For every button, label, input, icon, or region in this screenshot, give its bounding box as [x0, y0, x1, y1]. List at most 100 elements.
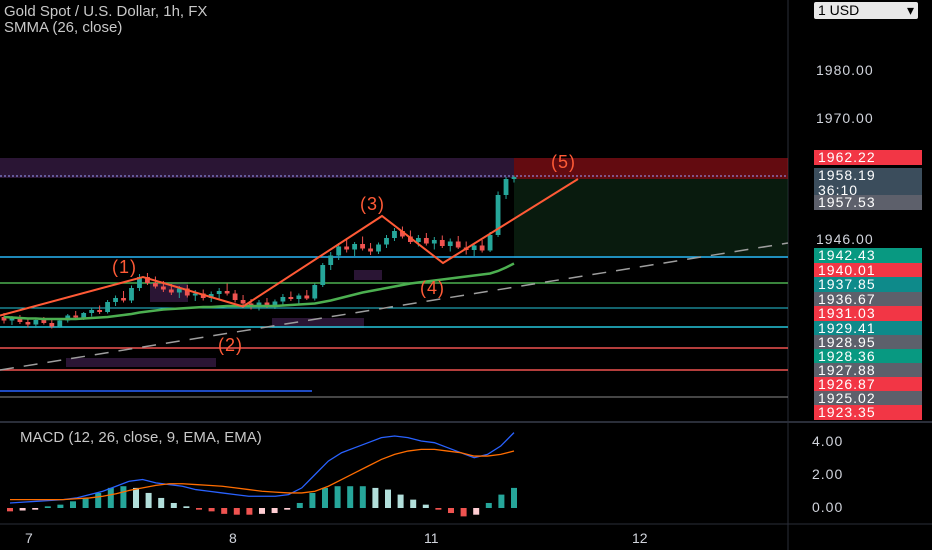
time-tick: 7 [25, 530, 33, 546]
candle-body [192, 293, 198, 296]
macd-histogram-bar [196, 508, 202, 510]
macd-histogram-bar [359, 486, 366, 508]
candle-body [81, 313, 87, 318]
price-tag: 1937.85 [814, 277, 922, 292]
macd-histogram-bar [259, 508, 265, 514]
order-block [354, 270, 382, 280]
stop-zone [514, 158, 788, 179]
candle-body [33, 320, 39, 325]
candle-body [360, 244, 365, 249]
candle-body [296, 295, 302, 299]
wave-label-4: (4) [420, 278, 445, 298]
macd-histogram-bar [284, 508, 291, 510]
price-tag: 1936.67 [814, 292, 922, 307]
macd-histogram-bar [296, 502, 303, 508]
macd-histogram-bar [170, 502, 177, 508]
macd-histogram-bar [82, 497, 89, 508]
chevron-down-icon: ▾ [906, 2, 914, 18]
macd-histogram-bar [460, 508, 467, 517]
candle-body [105, 302, 110, 312]
candle-body [344, 246, 350, 250]
candle-body [256, 302, 262, 307]
macd-histogram-bar [511, 487, 517, 508]
macd-line [9, 432, 515, 504]
macd-histogram-bar [221, 508, 228, 514]
candle-body [495, 195, 501, 235]
candle-body [9, 318, 15, 321]
currency-label: 1 USD [818, 2, 860, 18]
price-tag: 1926.87 [814, 377, 922, 392]
candle-body [184, 288, 190, 296]
macd-histogram-bar [422, 504, 429, 508]
candle-body [208, 294, 214, 298]
candle-body [304, 295, 310, 299]
candle-body [153, 283, 158, 287]
candle-body [447, 241, 453, 246]
order-block [66, 358, 216, 367]
candle-body [320, 265, 326, 285]
price-tick: 1970.00 [816, 110, 874, 126]
candle-body [479, 245, 485, 251]
candle-body [57, 320, 63, 327]
candle-body [216, 291, 222, 294]
candle-body [487, 235, 493, 251]
candle-body [41, 320, 47, 323]
candle-body [168, 289, 174, 293]
time-tick: 8 [229, 530, 237, 546]
time-tick: 11 [424, 530, 439, 546]
wave-label-3: (3) [360, 194, 385, 214]
macd-histogram-bar [44, 506, 51, 508]
candle-body [455, 241, 461, 248]
macd-histogram-bar [183, 506, 190, 508]
wave-label-5: (5) [551, 152, 576, 172]
candle-body [336, 246, 342, 256]
symbol-title[interactable]: Gold Spot / U.S. Dollar, 1h, FX [4, 3, 208, 20]
macd-histogram-bar [145, 492, 152, 508]
candle-body [232, 293, 238, 300]
price-tag: 1957.53 [814, 195, 922, 210]
smma-line [3, 262, 515, 321]
candle-body [408, 236, 413, 242]
macd-tick: 2.00 [812, 466, 844, 482]
candle-body [312, 285, 318, 299]
macd-histogram-bar [397, 494, 404, 508]
macd-histogram-bar [107, 487, 114, 508]
order-block [272, 318, 364, 328]
candle-body [272, 301, 278, 306]
indicator-label[interactable]: SMMA (26, close) [4, 19, 123, 36]
macd-histogram-bar [233, 508, 240, 515]
price-tick: 1980.00 [816, 62, 874, 78]
candle-body [352, 244, 358, 250]
price-tag: 1942.43 [814, 248, 922, 263]
macd-histogram-bar [334, 486, 341, 508]
macd-histogram-bar [120, 486, 127, 508]
price-tag: 1929.41 [814, 321, 922, 336]
price-tag: 1923.35 [814, 405, 922, 420]
price-tag: 1931.03 [814, 306, 922, 321]
last-price-tag: 1958.19 36:10 [814, 168, 922, 199]
macd-histogram-bar [309, 492, 316, 508]
macd-histogram-bar [435, 508, 442, 510]
macd-histogram-bar [70, 501, 76, 508]
macd-histogram-bar [57, 504, 64, 508]
macd-histogram-bar [7, 508, 13, 512]
candle-body [471, 245, 477, 250]
supply-zone [0, 158, 514, 178]
macd-histogram-bar [208, 508, 215, 512]
candle-body [160, 286, 166, 290]
candle-body [49, 323, 55, 327]
candle-body [415, 238, 421, 242]
macd-histogram-bar [473, 508, 480, 515]
macd-title[interactable]: MACD (12, 26, close, 9, EMA, EMA) [20, 429, 262, 446]
macd-histogram-bar [246, 508, 253, 515]
candle-body [368, 248, 373, 252]
currency-button[interactable]: 1 USD ▾ [814, 2, 918, 19]
macd-histogram-bar [485, 502, 492, 508]
candle-body [137, 277, 142, 288]
candle-body [264, 302, 270, 306]
price-tag: 1962.22 [814, 150, 922, 165]
macd-histogram-bar [95, 492, 102, 508]
elliott-wave-path [0, 178, 579, 317]
candle-body [73, 315, 79, 318]
